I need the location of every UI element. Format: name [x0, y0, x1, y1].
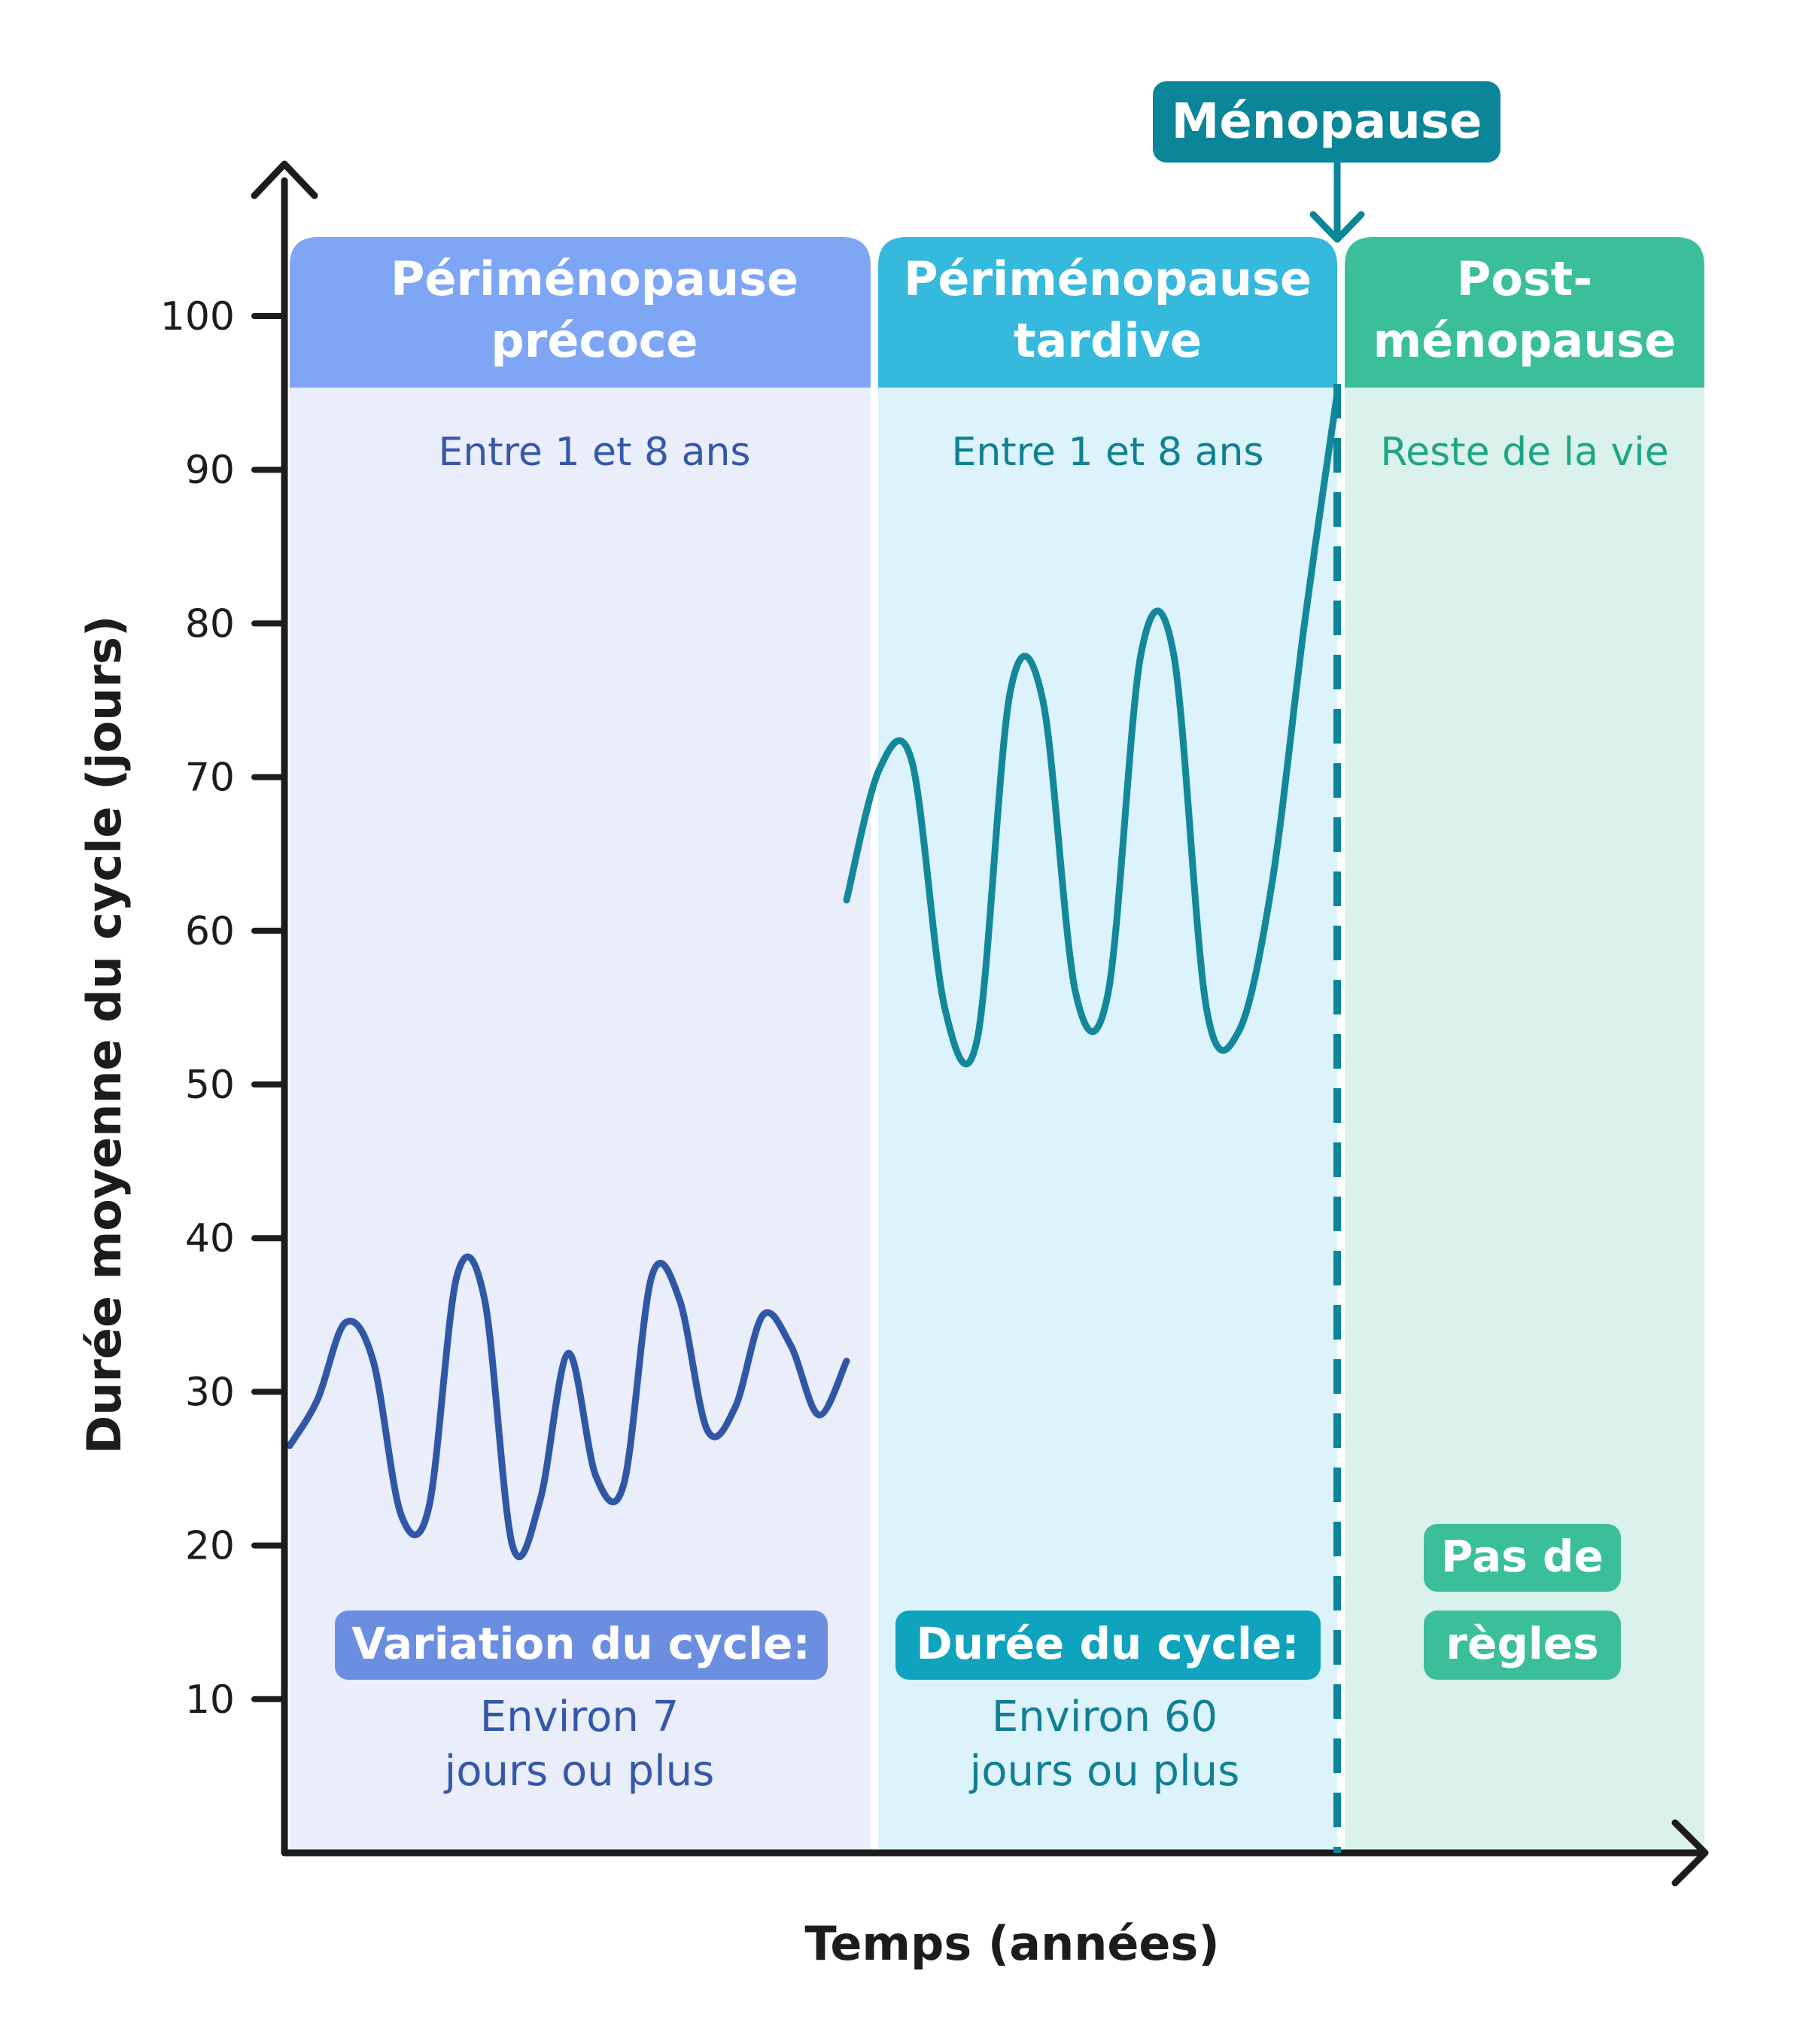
- note-late: Environ 60: [992, 1693, 1218, 1741]
- phase-header-early: [290, 237, 871, 388]
- phase-title-early: Périménopause: [391, 251, 798, 306]
- y-tick-label: 50: [185, 1063, 235, 1108]
- series-line-early: [286, 1253, 850, 1561]
- phase-title-post: ménopause: [1373, 313, 1677, 368]
- y-tick-label: 20: [185, 1524, 235, 1569]
- phase-header-late: [878, 237, 1337, 388]
- badge-regles-text: règles: [1446, 1618, 1598, 1669]
- note-early: Environ 7: [480, 1693, 680, 1741]
- y-tick-label: 70: [185, 756, 235, 801]
- y-tick-label: 90: [185, 448, 235, 493]
- y-tick-label: 40: [185, 1216, 235, 1261]
- phase-title-late: tardive: [1014, 313, 1202, 368]
- phase-duration-late: Entre 1 et 8 ans: [951, 430, 1263, 475]
- badge-pas-de: [1424, 1524, 1621, 1592]
- badge-variation-cycle: [335, 1611, 828, 1680]
- phase-bands: [290, 237, 1704, 1853]
- badge-duree-cycle: [895, 1611, 1321, 1680]
- y-axis-arrow-icon: [251, 160, 318, 199]
- phase-title-late: Périménopause: [904, 251, 1312, 306]
- phase-band-late: [878, 388, 1337, 1853]
- x-axis-label: Temps (années): [804, 1916, 1219, 1971]
- axis-lines: [281, 177, 1706, 1857]
- phase-header-post: [1345, 237, 1704, 388]
- note-late: jours ou plus: [968, 1747, 1240, 1796]
- phase-title-early: précoce: [491, 313, 698, 368]
- y-axis-ticks: 10 20 30 40 50 60 70 80 90 100: [160, 294, 287, 1723]
- cycle-series: [286, 389, 1341, 1561]
- phase-duration-post: Reste de la vie: [1380, 430, 1668, 475]
- x-axis-arrow-icon: [1671, 1819, 1709, 1887]
- phase-band-post: [1345, 388, 1704, 1853]
- y-tick-label: 60: [185, 909, 235, 954]
- axes: Temps (années) Durée moyenne du cycle (jo…: [77, 160, 1709, 1971]
- y-axis-label: Durée moyenne du cycle (jours): [77, 616, 132, 1455]
- y-tick-label: 100: [160, 294, 235, 339]
- badge-duree-cycle-text: Durée du cycle:: [917, 1618, 1300, 1669]
- y-tick-label: 10: [185, 1677, 235, 1723]
- menopause-label: Ménopause: [1172, 94, 1482, 150]
- y-tick-label: 80: [185, 601, 235, 646]
- y-tick-label: 30: [185, 1370, 235, 1415]
- menopause-arrow-icon: [1309, 158, 1365, 243]
- series-line-late: [843, 389, 1341, 1068]
- phase-band-early: [290, 388, 871, 1853]
- menopause-label-box: [1153, 81, 1500, 163]
- note-early: jours ou plus: [443, 1747, 715, 1796]
- badge-variation-cycle-text: Variation du cycle:: [351, 1618, 810, 1669]
- phase-title-post: Post-: [1457, 251, 1592, 306]
- badge-regles: [1424, 1611, 1621, 1680]
- phase-duration-early: Entre 1 et 8 ans: [438, 430, 750, 475]
- badge-pas-de-text: Pas de: [1441, 1531, 1604, 1582]
- chart-labels: Périménopause précoce Entre 1 et 8 ans Péri…: [335, 81, 1676, 1853]
